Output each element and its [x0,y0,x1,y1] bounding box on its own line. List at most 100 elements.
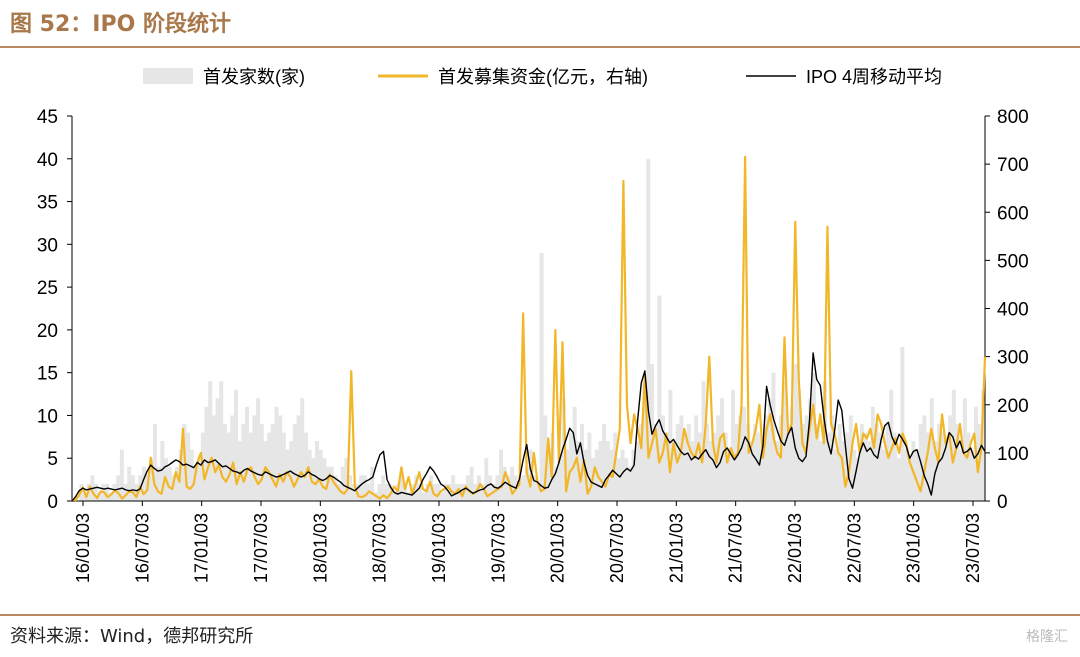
x-tick-label: 23/07/03 [963,513,983,583]
count-bar [962,398,967,501]
count-bar [738,415,743,501]
count-bar [749,441,754,501]
count-bar [859,424,864,501]
count-bar [970,449,975,501]
x-tick-label: 17/07/03 [251,513,271,583]
count-bar [745,424,750,501]
x-tick-label: 23/01/03 [904,513,924,583]
count-bar [819,441,824,501]
count-bar [889,389,894,501]
ipo-chart: 首发家数(家) 首发募集资金(亿元，右轴) IPO 4周移动平均 0 5 10 15 2… [37,67,1029,583]
count-bar [94,483,99,501]
count-bar [815,424,820,501]
count-bar [208,381,213,501]
count-bar [679,415,684,501]
count-bar [631,449,636,501]
count-bar [948,415,953,501]
count-bar [811,372,816,501]
count-bar [440,492,445,501]
count-bar [742,406,746,501]
count-bar [152,424,157,501]
count-bar [337,483,342,501]
count-bar [149,458,154,501]
count-bar [981,389,986,501]
right-tick-label: 100 [997,444,1029,465]
count-bar [127,466,132,501]
count-bar [521,475,526,501]
x-tick-label: 18/07/03 [370,513,390,583]
count-bar [175,466,180,501]
count-bar [867,441,872,501]
count-bar [587,432,592,501]
count-bar [605,441,610,501]
count-bar [546,449,551,501]
count-bar [141,466,146,501]
count-bar [672,441,677,501]
count-bar [270,424,275,501]
x-tick-label: 16/01/03 [73,513,93,583]
count-bar [156,466,161,501]
funds-line [71,155,987,502]
count-bar [708,441,713,501]
count-bar [432,483,437,501]
count-bar [237,441,242,501]
count-bar [359,475,364,501]
count-bar [167,466,172,501]
left-tick-label: 30 [37,235,58,256]
left-tick-label: 5 [47,449,58,470]
count-bar [753,424,758,501]
count-bar [510,466,515,501]
count-bar [602,424,607,501]
left-tick-label: 0 [47,492,58,513]
count-bar [488,475,492,501]
left-tick-label: 45 [37,107,58,128]
count-bar [134,483,139,501]
count-bar [856,458,861,501]
count-bar [900,347,905,501]
count-bar [727,449,732,501]
count-bar [694,415,699,501]
right-tick-label: 200 [997,396,1029,417]
count-bar [256,398,261,501]
count-bar [108,492,113,501]
count-bar [292,424,297,501]
count-bar [278,415,283,501]
avg-line [71,352,986,502]
count-bar [421,492,426,501]
legend-avg-label: IPO 4周移动平均 [806,67,942,87]
count-bar [874,424,879,501]
count-bar [767,398,772,501]
count-bar [443,483,448,501]
count-bar [955,424,960,501]
count-bar [723,432,728,501]
count-bar [627,466,632,501]
count-bar [915,449,920,501]
left-tick-label: 10 [37,406,58,427]
count-bar [116,475,121,501]
count-bar [285,449,290,501]
count-bar [837,424,842,501]
count-bar [705,424,710,501]
count-bars [79,158,986,501]
count-bar [193,466,198,501]
bottom-divider [0,614,1080,616]
count-bar [524,466,529,501]
count-bar [189,449,194,501]
count-bar [683,432,688,501]
top-divider [0,46,1080,48]
x-tick-label: 20/01/03 [548,513,568,583]
count-bar [469,466,474,501]
count-bar [219,381,224,501]
watermark-logo: 格隆汇 [1026,629,1068,645]
x-tick-label: 21/01/03 [666,513,686,583]
count-bar [119,449,124,501]
count-bar [130,475,135,501]
count-bar [381,475,386,501]
count-bar [303,432,308,501]
count-bar [403,483,408,501]
count-bar [572,406,577,501]
count-bar [686,424,691,501]
count-bar [480,483,485,501]
legend-funds-label: 首发募集资金(亿元，右轴) [438,67,648,87]
count-bar [719,398,724,501]
